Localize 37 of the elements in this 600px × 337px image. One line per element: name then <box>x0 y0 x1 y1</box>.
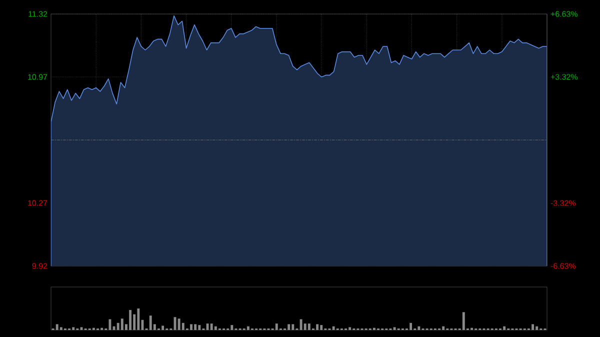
bar <box>462 312 465 330</box>
bar <box>320 325 323 330</box>
bar <box>182 322 184 330</box>
bar <box>230 325 234 330</box>
bar <box>190 324 192 330</box>
bar <box>418 326 420 330</box>
bar <box>129 310 132 330</box>
bar <box>116 322 120 330</box>
bar <box>348 327 352 330</box>
bar <box>308 324 310 330</box>
bar <box>316 324 319 330</box>
bar <box>210 324 213 330</box>
bar <box>332 326 335 330</box>
bar <box>410 322 412 330</box>
bar <box>246 326 250 330</box>
bar <box>288 324 290 330</box>
bar <box>198 325 201 330</box>
bar <box>162 326 164 330</box>
bar <box>292 324 294 330</box>
bar <box>120 318 124 330</box>
bar <box>300 319 302 330</box>
bar <box>108 319 112 330</box>
bar <box>304 324 306 330</box>
bar <box>214 326 217 330</box>
bar <box>137 308 140 330</box>
bar <box>60 327 62 330</box>
bar <box>442 326 445 330</box>
bar <box>532 324 534 330</box>
bar <box>178 318 180 330</box>
bar <box>72 327 75 330</box>
bar <box>503 326 506 330</box>
bar <box>275 324 278 330</box>
bar <box>393 327 396 330</box>
bar <box>149 316 152 330</box>
bar <box>56 324 58 330</box>
bar <box>536 326 538 330</box>
bar <box>194 324 197 330</box>
